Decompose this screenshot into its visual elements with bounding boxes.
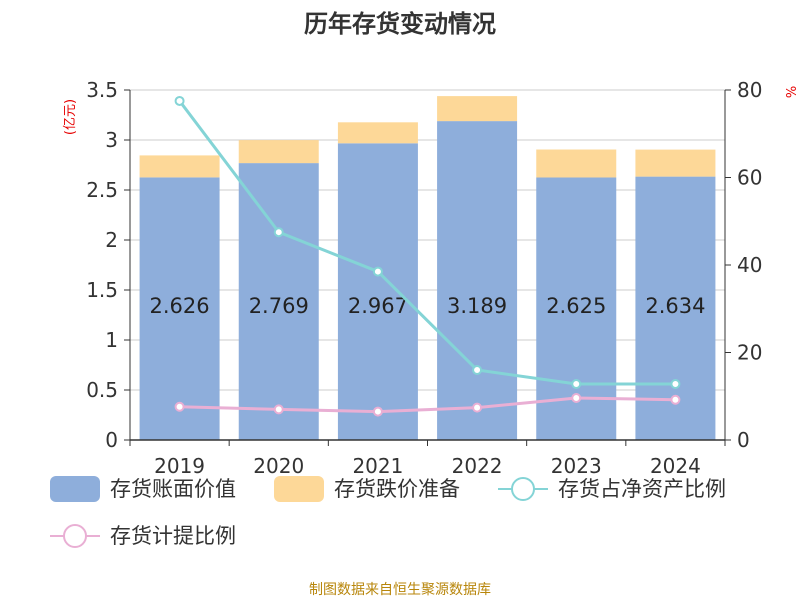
right-tick-label: 80 [737,78,762,102]
line-point [472,365,483,375]
left-tick-label: 1.5 [86,278,118,302]
x-tick-label: 2020 [253,454,304,478]
line-point [571,393,582,403]
legend-swatch-marker [511,477,535,501]
line-point [571,379,582,389]
bar-impairment [536,149,617,178]
legend-label: 存货跌价准备 [334,477,460,501]
grid-lines [130,89,725,391]
line-point [174,95,185,106]
line-point [670,379,681,389]
x-tick-label: 2021 [352,454,403,478]
right-tick-label: 0 [737,428,750,452]
bar-book-value [337,143,418,441]
line-point [372,266,383,277]
left-tick-label: 2 [105,228,118,252]
left-tick-label: 1 [105,328,118,352]
bar-impairment [337,122,418,144]
line-point [174,401,185,412]
x-tick-label: 2019 [154,454,205,478]
line-series [174,95,681,417]
bars: 2.626 2.769 2.967 3.189 2.625 2.634 [139,96,716,441]
bar-value-label: 2.625 [546,294,606,318]
bar-book-value [139,177,220,440]
legend-swatch [50,476,100,502]
line-point [273,227,284,238]
left-tick-label: 3.5 [86,78,118,102]
line-point [372,406,383,417]
bar-value-label: 2.626 [150,294,210,318]
line-point [670,394,681,405]
left-axis-unit: (亿元) [63,99,78,135]
legend-label: 存货计提比例 [110,524,236,548]
bar-value-label: 2.967 [348,294,408,318]
right-tick-label: 60 [737,166,762,190]
bar-book-value [437,121,518,440]
line-net-asset-ratio [178,100,676,386]
legend-label: 存货账面价值 [110,477,236,501]
source-note: 制图数据来自恒生聚源数据库 [309,582,491,598]
right-tick-label: 40 [737,253,762,277]
axes: 0 0.5 1 1.5 2 2.5 3 3.5 0 20 40 60 80 2019 2020 2021 202… [86,78,762,478]
legend-label: 存货占净资产比例 [558,477,726,501]
left-tick-label: 2.5 [86,178,118,202]
bar-impairment [238,140,319,164]
x-tick-label: 2022 [452,454,503,478]
bar-impairment [437,96,518,122]
chart-title: 历年存货变动情况 [304,10,496,38]
line-point [273,404,284,415]
bar-value-label: 2.634 [645,294,705,318]
bar-impairment [139,155,220,178]
legend-swatch-marker [63,524,87,548]
left-tick-label: 0 [105,428,118,452]
left-tick-label: 3 [105,128,118,152]
x-tick-label: 2024 [650,454,701,478]
bar-book-value [238,163,319,440]
right-tick-label: 20 [737,341,762,365]
bar-value-label: 3.189 [447,294,507,318]
right-axis-unit: % [785,86,800,98]
x-tick-label: 2023 [551,454,602,478]
line-provision-ratio [179,396,676,414]
line-point [472,402,483,413]
left-tick-label: 0.5 [86,378,118,402]
bar-value-label: 2.769 [249,294,309,318]
legend-swatch [274,476,324,502]
bar-impairment [635,149,716,177]
